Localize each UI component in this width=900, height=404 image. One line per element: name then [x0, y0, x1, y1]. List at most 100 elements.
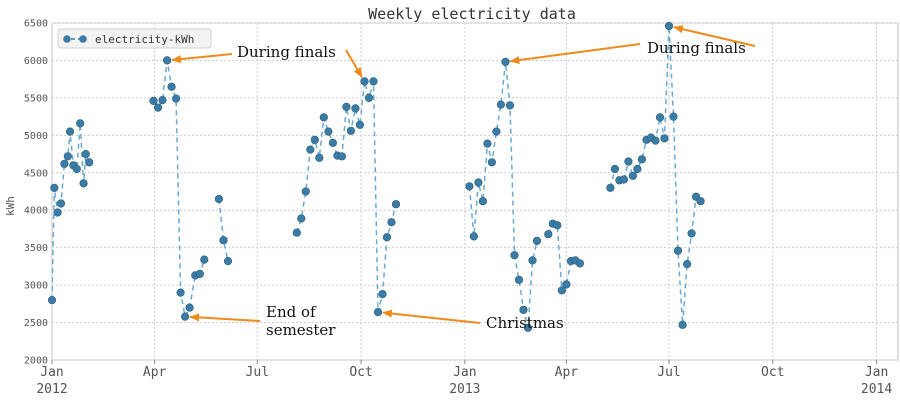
- data-point: [501, 57, 510, 67]
- data-point: [297, 214, 306, 223]
- data-point: [514, 275, 524, 285]
- data-point: [50, 183, 59, 192]
- data-point: [696, 197, 705, 206]
- data-point: [176, 288, 185, 297]
- data-point: [364, 93, 374, 102]
- data-point: [72, 164, 81, 174]
- data-point: [79, 179, 88, 188]
- annotation-label: semester: [266, 321, 336, 339]
- legend-box: [57, 28, 212, 49]
- data-point: [682, 260, 692, 269]
- data-point: [678, 320, 687, 329]
- data-point: [342, 102, 351, 111]
- annotation-label: Christmas: [486, 314, 564, 332]
- series-line: [218, 198, 229, 262]
- data-point: [328, 138, 338, 147]
- data-point: [487, 158, 497, 167]
- data-point: [673, 246, 683, 255]
- data-point: [373, 308, 383, 317]
- data-point: [496, 100, 506, 109]
- data-point: [355, 120, 365, 129]
- data-point: [346, 126, 356, 135]
- data-point: [606, 183, 615, 192]
- x-tick-year-label: 2012: [36, 382, 67, 397]
- data-point: [306, 145, 315, 154]
- data-point: [528, 256, 537, 265]
- data-point: [610, 164, 620, 174]
- data-point: [478, 197, 488, 206]
- x-tick-label: Jan: [40, 365, 63, 380]
- data-point: [292, 228, 301, 237]
- data-point: [505, 101, 515, 110]
- data-point: [153, 103, 163, 112]
- annotation-arrow: [509, 43, 641, 65]
- x-tick-year-label: 2014: [861, 382, 892, 397]
- y-tick-label: 6000: [24, 56, 48, 67]
- series-line: [152, 60, 206, 319]
- grid: [51, 22, 898, 361]
- data-point: [532, 236, 542, 245]
- x-ticks: Jan 2012 Apr Jul Oct Jan 2013 Apr Jul Oct Jan 2014: [36, 360, 892, 397]
- data-point: [483, 139, 492, 148]
- data-point: [687, 229, 696, 238]
- data-point: [351, 104, 360, 113]
- data-point: [60, 159, 69, 168]
- annotation-arrow: [189, 313, 261, 322]
- data-point: [85, 158, 94, 167]
- data-point: [63, 152, 72, 161]
- data-point: [369, 77, 378, 86]
- annotation-label: End of: [266, 303, 317, 321]
- data-point: [223, 257, 233, 266]
- x-tick-label: Apr: [143, 365, 167, 380]
- data-point: [158, 95, 167, 105]
- data-point: [465, 182, 474, 191]
- data-point: [391, 200, 401, 209]
- data-point: [315, 153, 324, 162]
- data-point: [172, 94, 181, 103]
- data-point: [469, 232, 479, 241]
- series-group: [47, 21, 705, 332]
- annotation-arrow: [672, 25, 756, 47]
- data-point: [619, 175, 629, 184]
- data-point: [660, 134, 669, 143]
- data-point: [167, 82, 176, 91]
- data-point: [628, 171, 638, 180]
- plot-area: [51, 22, 899, 361]
- data-point: [219, 236, 228, 245]
- x-tick-label: Apr: [555, 365, 579, 380]
- y-tick-label: 3500: [24, 243, 48, 254]
- data-point: [81, 150, 90, 159]
- data-point: [664, 21, 674, 31]
- data-point: [181, 312, 190, 321]
- x-tick-label: Jul: [657, 365, 680, 380]
- legend[interactable]: electricity-kWh: [57, 28, 212, 49]
- data-point: [301, 187, 310, 196]
- data-point: [185, 303, 194, 312]
- data-point: [163, 56, 172, 65]
- data-point: [669, 112, 678, 121]
- data-point: [510, 251, 519, 260]
- x-tick-label: Jul: [246, 365, 269, 380]
- annotation-label: During finals: [237, 43, 336, 61]
- data-point: [310, 135, 319, 144]
- x-tick-label: Oct: [761, 365, 784, 380]
- data-point: [382, 233, 392, 242]
- data-point: [633, 164, 642, 174]
- data-point: [378, 290, 387, 299]
- data-point: [651, 136, 660, 145]
- y-tick-label: 5000: [24, 131, 48, 142]
- data-point: [53, 208, 62, 217]
- data-point: [557, 286, 567, 295]
- annotation-arrow: [345, 49, 363, 78]
- data-point: [655, 113, 665, 122]
- y-tick-label: 2000: [24, 356, 48, 367]
- data-point: [324, 127, 333, 136]
- data-point: [544, 230, 553, 239]
- y-tick-label: 2500: [24, 318, 48, 329]
- data-point: [474, 178, 483, 187]
- y-axis-label: kWh: [4, 196, 17, 216]
- legend-marker: [79, 35, 87, 43]
- data-point: [562, 280, 571, 289]
